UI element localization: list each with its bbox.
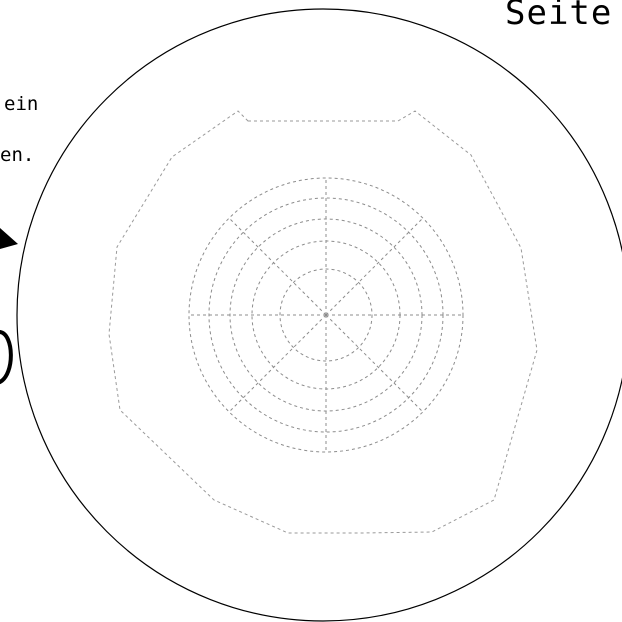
outer-circle <box>16 8 622 622</box>
left-edge-arrow-fragment <box>0 228 18 249</box>
top-right-cut-text: Seite <box>505 0 613 33</box>
radar-spoke-northwest <box>228 217 327 316</box>
radar-ring-5 <box>188 177 464 453</box>
left-edge-round-fragment <box>0 330 13 384</box>
left-cut-text-line-2: en. <box>0 144 35 166</box>
radar-spoke-southeast <box>325 314 424 413</box>
radar-spoke-northeast <box>325 217 424 316</box>
radar-ring-1 <box>279 268 373 362</box>
outer-dashed-boundary <box>108 110 538 534</box>
left-cut-text-line-1: ein <box>4 93 39 115</box>
radar-spoke-southwest <box>228 314 327 413</box>
